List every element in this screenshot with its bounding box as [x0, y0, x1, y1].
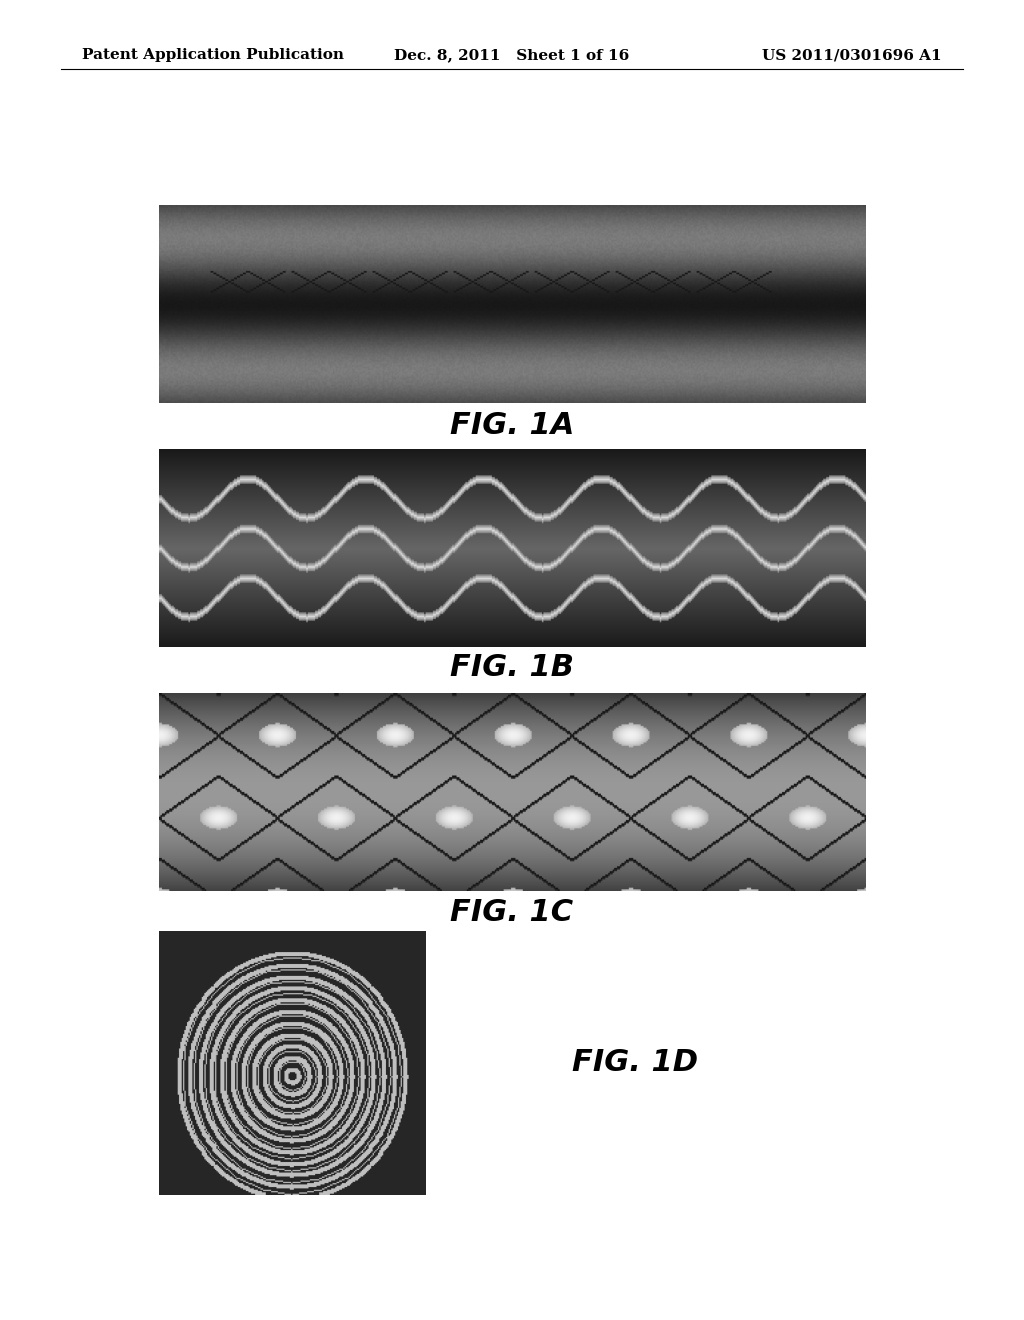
Text: FIG. 1C: FIG. 1C — [451, 898, 573, 927]
Text: Dec. 8, 2011   Sheet 1 of 16: Dec. 8, 2011 Sheet 1 of 16 — [394, 49, 630, 62]
Text: Patent Application Publication: Patent Application Publication — [82, 49, 344, 62]
Text: FIG. 1D: FIG. 1D — [571, 1048, 698, 1077]
Text: FIG. 1A: FIG. 1A — [450, 411, 574, 440]
Text: FIG. 1B: FIG. 1B — [450, 653, 574, 682]
Text: US 2011/0301696 A1: US 2011/0301696 A1 — [763, 49, 942, 62]
